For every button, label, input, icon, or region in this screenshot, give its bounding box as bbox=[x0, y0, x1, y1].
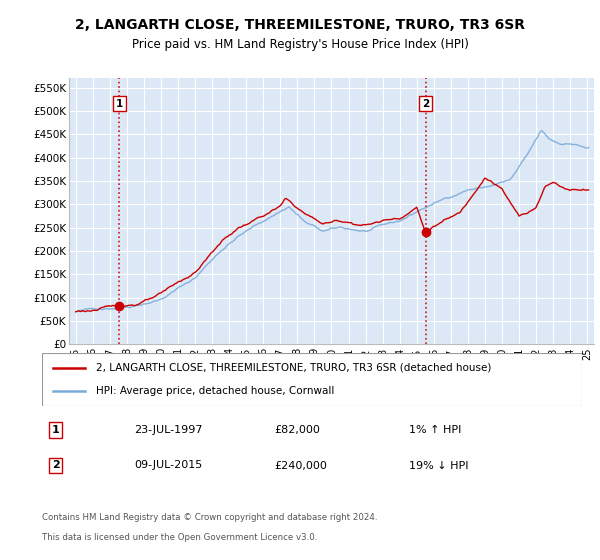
FancyBboxPatch shape bbox=[42, 353, 582, 406]
Text: £240,000: £240,000 bbox=[274, 460, 327, 470]
Text: Price paid vs. HM Land Registry's House Price Index (HPI): Price paid vs. HM Land Registry's House … bbox=[131, 38, 469, 52]
Text: 1: 1 bbox=[116, 99, 123, 109]
Text: 1% ↑ HPI: 1% ↑ HPI bbox=[409, 425, 461, 435]
Text: 19% ↓ HPI: 19% ↓ HPI bbox=[409, 460, 469, 470]
Text: Contains HM Land Registry data © Crown copyright and database right 2024.: Contains HM Land Registry data © Crown c… bbox=[42, 514, 377, 522]
Text: HPI: Average price, detached house, Cornwall: HPI: Average price, detached house, Corn… bbox=[96, 386, 334, 396]
Text: 2, LANGARTH CLOSE, THREEMILESTONE, TRURO, TR3 6SR: 2, LANGARTH CLOSE, THREEMILESTONE, TRURO… bbox=[75, 18, 525, 32]
Text: 09-JUL-2015: 09-JUL-2015 bbox=[134, 460, 202, 470]
Text: 23-JUL-1997: 23-JUL-1997 bbox=[134, 425, 202, 435]
Text: 2: 2 bbox=[52, 460, 59, 470]
Text: 1: 1 bbox=[52, 425, 59, 435]
Text: 2, LANGARTH CLOSE, THREEMILESTONE, TRURO, TR3 6SR (detached house): 2, LANGARTH CLOSE, THREEMILESTONE, TRURO… bbox=[96, 363, 491, 373]
Text: 2: 2 bbox=[422, 99, 429, 109]
Text: £82,000: £82,000 bbox=[274, 425, 320, 435]
Text: This data is licensed under the Open Government Licence v3.0.: This data is licensed under the Open Gov… bbox=[42, 533, 317, 542]
